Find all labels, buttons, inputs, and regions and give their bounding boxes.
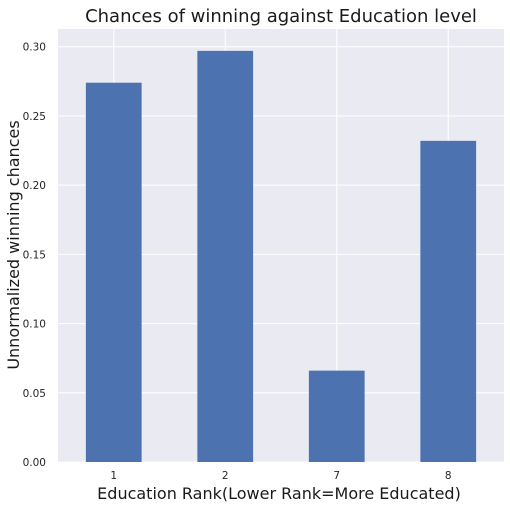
y-tick-label: 0.25 — [23, 111, 46, 123]
y-tick-label: 0.30 — [23, 42, 46, 54]
y-tick-label: 0.05 — [23, 388, 46, 400]
y-tick-label: 0.15 — [23, 249, 46, 261]
y-tick-label: 0.20 — [23, 180, 46, 192]
bar-8 — [420, 140, 477, 462]
y-axis-label: Unnormalized winning chances — [4, 120, 23, 369]
x-axis-label: Education Rank(Lower Rank=More Educated) — [97, 484, 461, 503]
bar-7 — [308, 370, 365, 462]
bar-1 — [85, 82, 142, 462]
bar-2 — [197, 50, 254, 462]
chart-title: Chances of winning against Education lev… — [85, 6, 477, 27]
y-tick-label: 0.10 — [23, 319, 46, 331]
bars — [85, 50, 477, 462]
y-axis-ticks: 0.00 0.05 0.10 0.15 0.20 0.25 0.30 — [23, 42, 46, 469]
x-tick-label: 8 — [445, 470, 452, 482]
x-tick-label: 2 — [222, 470, 229, 482]
x-tick-label: 7 — [333, 470, 340, 482]
y-tick-label: 0.00 — [23, 457, 46, 469]
x-axis-ticks: 1 2 7 8 — [110, 470, 451, 482]
x-tick-label: 1 — [110, 470, 117, 482]
